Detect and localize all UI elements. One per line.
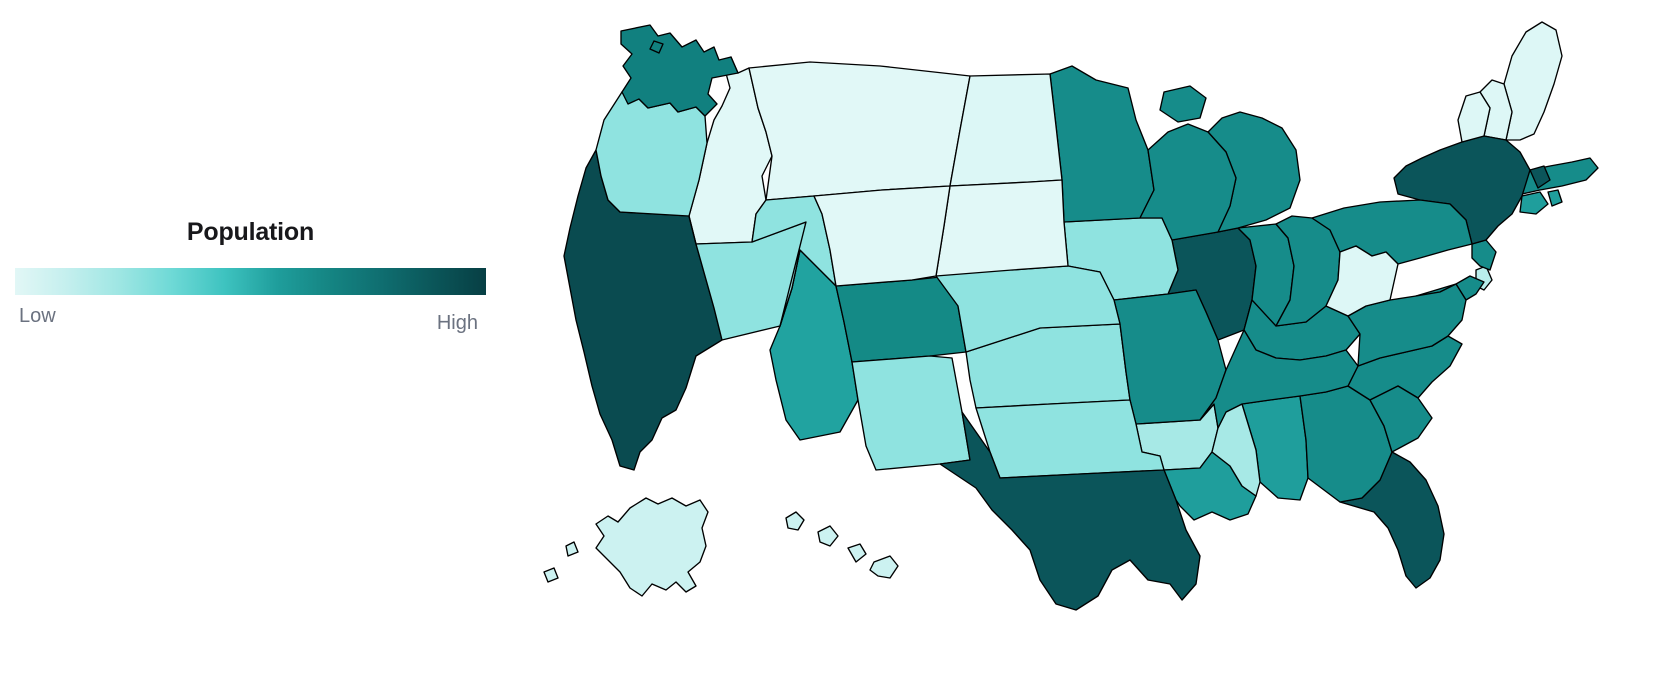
map-legend: Population Low High	[15, 218, 486, 334]
state-nj[interactable]: New Jersey	[1472, 240, 1496, 270]
state-mt[interactable]: Montana	[749, 62, 970, 200]
state-wi[interactable]: Wisconsin	[1140, 124, 1236, 240]
state-me[interactable]: Maine	[1504, 22, 1562, 140]
state-nm[interactable]: New Mexico	[852, 356, 970, 470]
state-sd[interactable]: South Dakota	[936, 180, 1068, 276]
legend-gradient-bar	[15, 268, 486, 295]
legend-title: Population	[186, 218, 315, 246]
legend-high-label: High	[436, 312, 478, 334]
state-ri[interactable]: Rhode Island	[1548, 190, 1562, 206]
state-or[interactable]: Oregon	[596, 92, 707, 216]
state-wa[interactable]: Washington	[621, 25, 738, 116]
state-tx[interactable]: Texas	[940, 412, 1200, 610]
state-hi[interactable]: Hawaii	[786, 512, 898, 578]
state-wy[interactable]: Wyoming	[814, 186, 950, 286]
state-ak[interactable]: Alaska	[544, 498, 708, 596]
legend-labels: Low High	[15, 304, 486, 334]
us-states-choropleth-svg[interactable]: AlabamaAlaskaArizonaArkansasCaliforniaCo…	[500, 0, 1672, 694]
us-map-container: AlabamaAlaskaArizonaArkansasCaliforniaCo…	[500, 0, 1672, 694]
state-vt[interactable]: Vermont	[1458, 92, 1490, 142]
state-mn[interactable]: Minnesota	[1050, 66, 1154, 222]
state-wv[interactable]: West Virginia	[1326, 246, 1398, 316]
states-layer: AlabamaAlaskaArizonaArkansasCaliforniaCo…	[544, 22, 1598, 610]
legend-low-label: Low	[19, 305, 56, 327]
state-tn[interactable]: Tennessee	[1200, 330, 1358, 428]
state-sc[interactable]: South Carolina	[1370, 386, 1432, 452]
state-ct[interactable]: Connecticut	[1520, 192, 1548, 214]
state-fl[interactable]: Florida	[1340, 452, 1444, 588]
state-nd[interactable]: North Dakota	[950, 74, 1062, 186]
